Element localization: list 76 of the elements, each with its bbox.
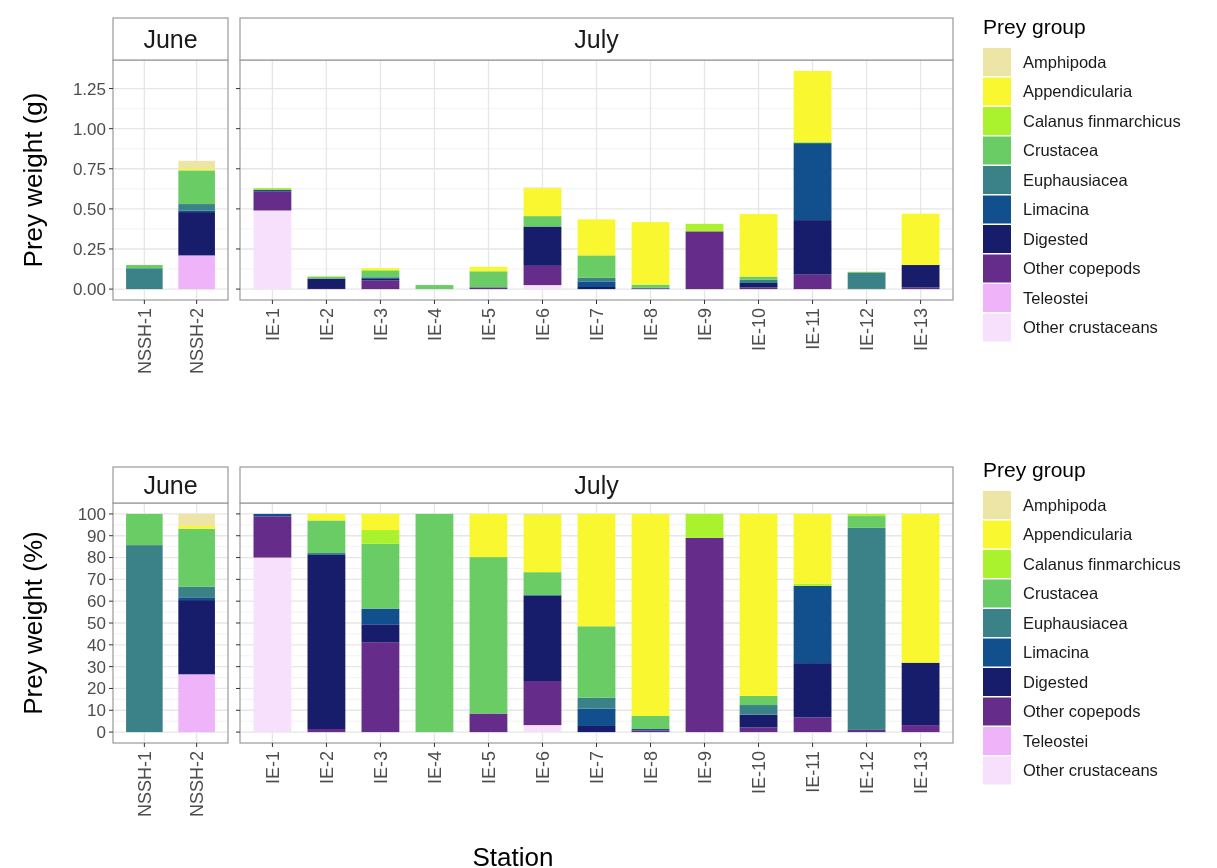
x-tick-label: IE-2 (316, 308, 337, 342)
x-tick-label: IE-13 (910, 751, 931, 795)
y-axis-title: Prey weight (%) (18, 531, 48, 715)
y-tick-label: 70 (87, 570, 106, 590)
legend-label: Other crustaceans (1023, 761, 1158, 780)
legend-label: Euphausiacea (1023, 613, 1129, 632)
legend-label: Euphausiacea (1023, 170, 1129, 189)
x-tick-label: NSSH-2 (186, 308, 207, 375)
y-tick-label: 1.00 (72, 119, 106, 139)
x-tick-label: IE-12 (856, 308, 877, 352)
x-tick-label: NSSH-1 (134, 751, 155, 818)
y-tick-label: 0 (96, 723, 106, 743)
legend-label: Other copepods (1023, 702, 1141, 721)
x-tick-label: IE-8 (640, 751, 661, 785)
x-tick-label: NSSH-1 (134, 308, 155, 375)
x-tick-label: IE-9 (694, 308, 715, 342)
y-tick-label: 80 (87, 548, 106, 568)
legend-title: Prey group (983, 15, 1086, 38)
x-tick-label: IE-8 (640, 308, 661, 342)
legend-label: Digested (1023, 672, 1089, 691)
legend-label: Limacina (1023, 643, 1090, 662)
x-tick-label: IE-9 (694, 751, 715, 785)
y-tick-label: 20 (87, 679, 106, 699)
legend-label: Crustacea (1023, 584, 1100, 603)
x-tick-label: IE-11 (802, 308, 823, 350)
x-tick-label: IE-10 (748, 308, 769, 352)
legend-label: Calanus finmarchicus (1023, 554, 1181, 573)
legend-label: Teleostei (1023, 731, 1089, 750)
y-tick-label: 0.50 (72, 199, 106, 219)
y-tick-label: 0.00 (72, 280, 106, 300)
x-tick-label: IE-10 (748, 751, 769, 795)
legend-label: Amphipoda (1023, 495, 1108, 514)
y-tick-label: 40 (87, 635, 106, 655)
chart-title: July (574, 470, 620, 499)
y-tick-label: 100 (77, 504, 106, 524)
legend-label: Other copepods (1023, 259, 1141, 278)
x-tick-label: IE-4 (424, 751, 445, 785)
x-tick-label: IE-6 (532, 751, 553, 785)
x-tick-label: IE-2 (316, 751, 337, 785)
y-tick-label: 60 (87, 592, 106, 612)
y-tick-label: 10 (87, 701, 106, 721)
x-tick-label: IE-6 (532, 308, 553, 342)
x-tick-label: IE-5 (478, 308, 499, 342)
y-tick-label: 0.75 (72, 159, 106, 179)
legend-label: Amphipoda (1023, 52, 1108, 71)
legend-label: Appendicularia (1023, 525, 1133, 544)
x-tick-label: IE-1 (262, 308, 283, 342)
x-tick-label: IE-4 (424, 308, 445, 342)
x-tick-label: NSSH-2 (186, 751, 207, 818)
y-tick-label: 1.25 (72, 79, 106, 99)
x-tick-label: IE-7 (586, 308, 607, 342)
y-axis-title: Prey weight (g) (18, 92, 48, 268)
legend-label: Digested (1023, 229, 1089, 248)
legend-label: Teleostei (1023, 288, 1089, 307)
x-tick-label: IE-5 (478, 751, 499, 785)
x-tick-label: IE-1 (262, 751, 283, 785)
x-tick-label: IE-12 (856, 751, 877, 795)
y-tick-label: 50 (87, 613, 106, 633)
x-tick-label: IE-11 (802, 751, 823, 793)
x-axis-title: Station (472, 842, 554, 868)
chart-title: June (143, 24, 198, 53)
legend-label: Other crustaceans (1023, 318, 1158, 337)
chart-title: July (574, 24, 620, 53)
x-tick-label: IE-7 (586, 751, 607, 785)
y-tick-label: 0.25 (72, 239, 106, 259)
y-tick-label: 90 (87, 526, 106, 546)
x-tick-label: IE-3 (370, 308, 391, 342)
legend-label: Crustacea (1023, 141, 1100, 160)
legend-label: Calanus finmarchicus (1023, 111, 1181, 130)
x-tick-label: IE-13 (910, 308, 931, 352)
x-tick-label: IE-3 (370, 751, 391, 785)
y-tick-label: 30 (87, 657, 106, 677)
legend-label: Appendicularia (1023, 82, 1133, 101)
legend-title: Prey group (983, 458, 1086, 481)
chart-title: June (143, 470, 198, 499)
legend-label: Limacina (1023, 200, 1090, 219)
